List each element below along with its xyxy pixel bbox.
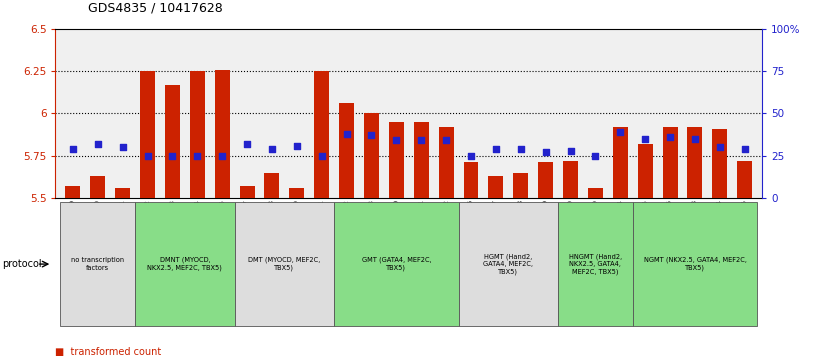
Point (141, 153, 154, 159)
Point (265, 146, 278, 152)
Text: DMT (MYOCD, MEF2C,
TBX5): DMT (MYOCD, MEF2C, TBX5) (248, 257, 321, 271)
Point (390, 138, 403, 143)
Text: no transcription
factors: no transcription factors (71, 257, 124, 271)
Bar (91, 176, 105, 198)
Point (713, 144, 726, 150)
Bar (738, 161, 752, 198)
Bar (240, 186, 255, 198)
Bar (314, 71, 329, 198)
Bar (140, 71, 155, 198)
Point (589, 153, 602, 159)
Bar (165, 85, 180, 198)
Bar (290, 188, 304, 198)
Point (539, 149, 552, 155)
Bar (115, 188, 130, 198)
Point (166, 153, 179, 159)
Point (564, 148, 577, 154)
Bar (588, 188, 603, 198)
Text: protocol: protocol (2, 259, 42, 269)
Point (514, 146, 527, 152)
Text: HGMT (Hand2,
GATA4, MEF2C,
TBX5): HGMT (Hand2, GATA4, MEF2C, TBX5) (483, 253, 534, 275)
Point (440, 138, 453, 143)
Point (464, 153, 477, 159)
FancyBboxPatch shape (235, 202, 335, 326)
Bar (264, 172, 279, 198)
Bar (339, 103, 354, 198)
Point (365, 132, 378, 138)
Text: ■  transformed count: ■ transformed count (55, 347, 162, 357)
Point (639, 136, 652, 142)
Bar (414, 122, 428, 198)
Text: GDS4835 / 10417628: GDS4835 / 10417628 (88, 1, 223, 15)
FancyBboxPatch shape (632, 202, 757, 326)
Bar (563, 161, 578, 198)
Bar (364, 113, 379, 198)
Point (614, 129, 627, 135)
FancyBboxPatch shape (135, 202, 235, 326)
Bar (688, 127, 703, 198)
Point (490, 146, 503, 152)
Bar (712, 129, 727, 198)
Point (215, 153, 228, 159)
Bar (389, 122, 404, 198)
Bar (439, 127, 454, 198)
Point (415, 138, 428, 143)
Text: GMT (GATA4, MEF2C,
TBX5): GMT (GATA4, MEF2C, TBX5) (361, 257, 431, 271)
Point (241, 141, 254, 147)
Point (315, 153, 328, 159)
Bar (539, 162, 553, 198)
Point (689, 136, 702, 142)
Point (66, 146, 79, 152)
Bar (638, 144, 653, 198)
Point (191, 153, 204, 159)
Text: DMNT (MYOCD,
NKX2.5, MEF2C, TBX5): DMNT (MYOCD, NKX2.5, MEF2C, TBX5) (148, 257, 222, 271)
Point (116, 144, 129, 150)
Bar (190, 71, 205, 198)
Point (340, 131, 353, 136)
Point (91, 141, 104, 147)
Text: HNGMT (Hand2,
NKX2.5, GATA4,
MEF2C, TBX5): HNGMT (Hand2, NKX2.5, GATA4, MEF2C, TBX5… (569, 253, 622, 275)
Text: NGMT (NKX2.5, GATA4, MEF2C,
TBX5): NGMT (NKX2.5, GATA4, MEF2C, TBX5) (644, 257, 747, 271)
FancyBboxPatch shape (60, 202, 135, 326)
FancyBboxPatch shape (558, 202, 632, 326)
Bar (65, 186, 80, 198)
Bar (489, 176, 503, 198)
Bar (613, 127, 628, 198)
Point (290, 143, 304, 148)
Bar (463, 162, 478, 198)
FancyBboxPatch shape (459, 202, 558, 326)
Bar (663, 127, 677, 198)
Point (738, 146, 752, 152)
Bar (513, 172, 528, 198)
Point (663, 134, 676, 140)
Bar (215, 70, 229, 198)
FancyBboxPatch shape (335, 202, 459, 326)
